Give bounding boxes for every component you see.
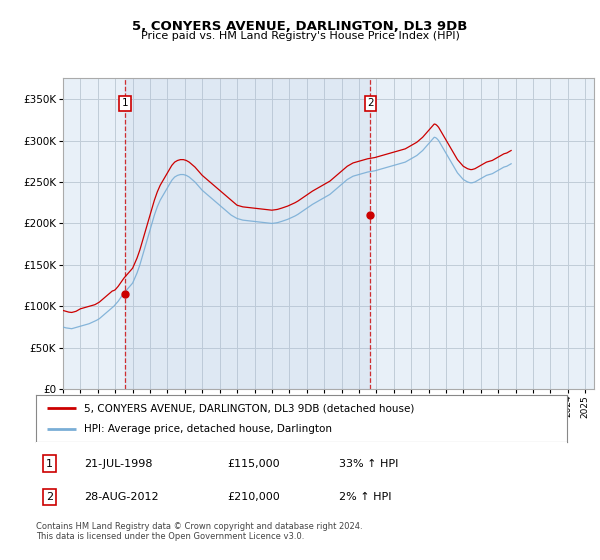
Text: Price paid vs. HM Land Registry's House Price Index (HPI): Price paid vs. HM Land Registry's House …	[140, 31, 460, 41]
Bar	[125, 78, 370, 389]
Text: £115,000: £115,000	[227, 459, 280, 469]
Text: 21-JUL-1998: 21-JUL-1998	[84, 459, 152, 469]
Text: 5, CONYERS AVENUE, DARLINGTON, DL3 9DB: 5, CONYERS AVENUE, DARLINGTON, DL3 9DB	[133, 20, 467, 32]
Text: HPI: Average price, detached house, Darlington: HPI: Average price, detached house, Darl…	[84, 424, 332, 434]
Text: 2: 2	[46, 492, 53, 502]
Text: 2: 2	[367, 98, 374, 108]
Text: 1: 1	[46, 459, 53, 469]
Text: Contains HM Land Registry data © Crown copyright and database right 2024.
This d: Contains HM Land Registry data © Crown c…	[36, 522, 362, 542]
Text: 2% ↑ HPI: 2% ↑ HPI	[338, 492, 391, 502]
Text: 28-AUG-2012: 28-AUG-2012	[84, 492, 158, 502]
Text: 5, CONYERS AVENUE, DARLINGTON, DL3 9DB (detached house): 5, CONYERS AVENUE, DARLINGTON, DL3 9DB (…	[84, 403, 414, 413]
Text: £210,000: £210,000	[227, 492, 280, 502]
Text: 33% ↑ HPI: 33% ↑ HPI	[338, 459, 398, 469]
Text: 1: 1	[121, 98, 128, 108]
